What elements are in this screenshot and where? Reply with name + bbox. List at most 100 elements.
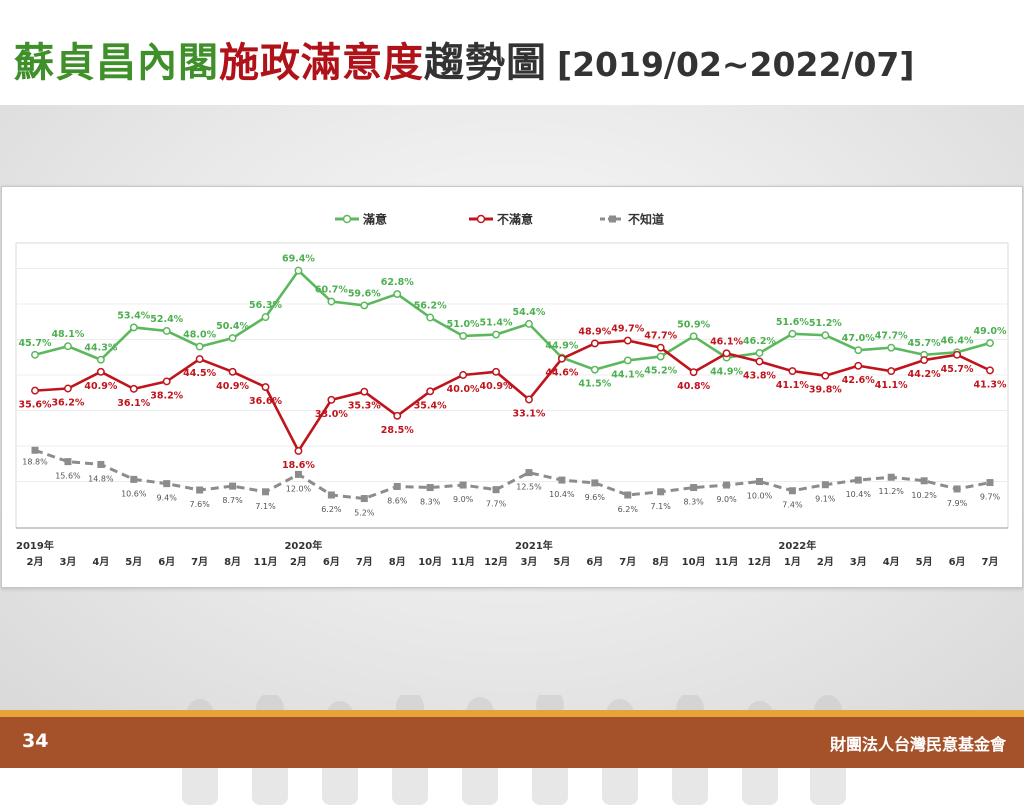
x-tick-label: 12月 (484, 556, 508, 568)
data-label: 60.7% (315, 285, 348, 296)
data-label: 49.7% (611, 324, 644, 335)
data-label: 14.8% (88, 474, 114, 483)
data-point (162, 327, 171, 335)
data-label: 9.0% (453, 495, 474, 504)
data-label: 44.6% (545, 368, 578, 379)
data-label: 45.7% (941, 364, 974, 375)
data-point (261, 383, 270, 392)
data-point (788, 367, 797, 376)
data-point (229, 482, 237, 490)
data-label: 6.2% (618, 505, 639, 514)
data-point (360, 495, 368, 503)
data-point (459, 371, 468, 379)
x-tick-label: 2月 (290, 556, 307, 568)
slide-title: 蘇貞昌內閣施政滿意度趨勢圖 [2019/02~2022/07] (14, 30, 914, 90)
legend-marker-2 (609, 215, 616, 223)
series-line-2 (34, 448, 991, 501)
data-point (393, 411, 402, 420)
data-point (426, 484, 434, 492)
data-label: 40.8% (677, 381, 710, 392)
data-label: 18.8% (22, 457, 48, 466)
data-point (953, 485, 961, 493)
data-point (723, 481, 731, 489)
data-label: 44.2% (908, 369, 941, 380)
data-point (31, 446, 39, 454)
data-label: 45.7% (19, 338, 52, 349)
x-tick-label: 11月 (451, 556, 475, 568)
year-label: 2020年 (284, 539, 322, 552)
data-point (525, 469, 533, 477)
x-tick-label: 5月 (553, 556, 570, 568)
data-label: 47.0% (842, 333, 875, 344)
data-point (788, 329, 797, 338)
data-label: 40.0% (447, 384, 480, 395)
data-point (426, 387, 435, 396)
title-date-range: [2019/02~2022/07] (557, 45, 915, 84)
data-point (854, 346, 863, 355)
data-label: 41.5% (578, 379, 611, 390)
data-point (195, 342, 204, 351)
data-label: 44.9% (710, 367, 743, 378)
data-point (492, 486, 500, 494)
data-point (821, 481, 829, 489)
data-label: 35.4% (414, 400, 447, 411)
title-part-trend: 趨勢圖 (424, 40, 547, 86)
x-tick-label: 8月 (224, 556, 241, 568)
data-point (129, 323, 138, 332)
data-label: 59.6% (348, 288, 381, 299)
data-point (63, 384, 72, 393)
data-point (393, 482, 401, 490)
data-label: 43.8% (743, 371, 776, 382)
data-point (97, 460, 105, 468)
data-point (64, 458, 72, 466)
data-label: 47.7% (875, 331, 908, 342)
data-point (591, 479, 599, 487)
data-label: 35.6% (19, 400, 52, 411)
data-label: 7.4% (782, 501, 803, 510)
data-point (195, 355, 204, 363)
data-point (129, 384, 138, 393)
data-label: 47.7% (644, 331, 677, 342)
data-label: 48.9% (578, 326, 611, 337)
data-label: 7.7% (486, 500, 507, 509)
data-point (986, 339, 994, 348)
x-tick-label: 4月 (883, 556, 900, 568)
organization-name: 財團法人台灣民意基金會 (829, 735, 1006, 754)
data-label: 28.5% (381, 425, 414, 436)
legend-label-1: 不滿意 (497, 212, 533, 227)
data-label: 7.9% (947, 499, 968, 508)
data-label: 46.2% (743, 336, 776, 347)
data-point (887, 367, 896, 376)
data-point (360, 387, 369, 396)
data-point (887, 343, 896, 352)
data-label: 48.1% (51, 329, 84, 340)
x-tick-label: 1月 (784, 556, 801, 568)
x-tick-label: 3月 (59, 556, 76, 568)
chart-panel: 滿意 不滿意 不知道 45.7% 48.1% 44.3% 53.4% 52.4% 48.0% 50… (1, 186, 1023, 588)
data-label: 39.8% (809, 385, 842, 396)
data-label: 40.9% (480, 381, 513, 392)
data-point (426, 313, 435, 322)
x-tick-label: 7月 (356, 556, 373, 568)
data-point (657, 488, 665, 496)
x-tick-label: 3月 (850, 556, 867, 568)
data-label: 8.3% (420, 498, 441, 507)
data-point (525, 395, 533, 404)
data-point (393, 290, 402, 299)
data-point (525, 319, 533, 328)
data-label: 44.9% (545, 341, 578, 352)
data-label: 36.1% (117, 398, 150, 409)
data-point (360, 301, 369, 310)
x-tick-label: 3月 (520, 556, 537, 568)
data-label: 42.6% (842, 375, 875, 386)
x-tick-label: 7月 (191, 556, 208, 568)
data-label: 54.4% (512, 307, 545, 318)
data-point (887, 473, 895, 481)
data-label: 10.0% (747, 492, 773, 501)
footer-accent-stripe (0, 710, 1024, 717)
data-point (228, 334, 237, 343)
data-label: 44.3% (84, 343, 117, 354)
legend-marker-1 (476, 214, 486, 224)
data-point (689, 332, 698, 341)
